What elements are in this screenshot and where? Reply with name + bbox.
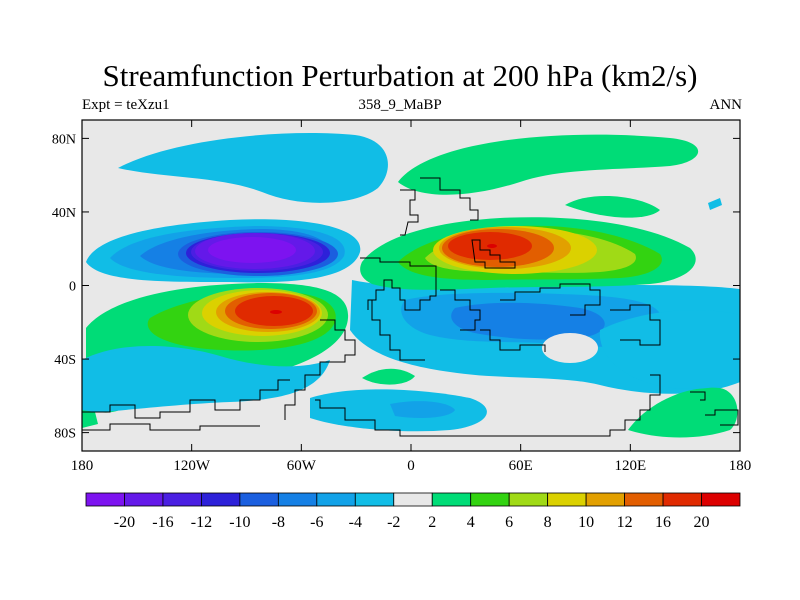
chart-title: Streamfunction Perturbation at 200 hPa (… xyxy=(102,58,698,93)
colorbar-label: 20 xyxy=(694,514,710,531)
colorbar-swatch xyxy=(354,492,395,507)
contour-south-pacific-pos xyxy=(85,283,349,413)
y-tick-label: 40N xyxy=(52,206,76,221)
x-tick-label: 60E xyxy=(509,458,533,474)
contour-central-pacific-neg xyxy=(86,219,361,283)
season-label: ANN xyxy=(709,97,743,113)
x-tick-label: 180 xyxy=(729,458,752,474)
colorbar-swatch xyxy=(585,492,625,507)
y-tick-label: 80N xyxy=(52,132,76,147)
contour-south-atlantic-pos xyxy=(362,368,415,385)
colorbar-swatch xyxy=(547,492,587,507)
colorbar-label: 12 xyxy=(617,514,633,531)
colorbar-swatch xyxy=(201,492,241,507)
contour-antarctic-pos-2 xyxy=(82,410,98,428)
colorbar-swatch xyxy=(85,492,125,507)
colorbar-swatch xyxy=(662,492,702,507)
y-tick-label: 40S xyxy=(54,353,76,368)
y-tick-label: 0 xyxy=(69,280,76,295)
contour-north-pacific-neg xyxy=(118,133,388,203)
x-tick-label: 180 xyxy=(71,458,94,474)
experiment-label: Expt = teXzu1 xyxy=(82,97,170,113)
colorbar: -20 -16 -12 -10 -8 -6 -4 -2 2 4 6 8 10 12 16 20 xyxy=(85,492,741,531)
colorbar-label: -2 xyxy=(387,514,400,531)
y-tick-label: 80S xyxy=(54,427,76,442)
contour-antarctic-pos-1 xyxy=(628,387,738,438)
colorbar-label: 2 xyxy=(428,514,436,531)
colorbar-label: 8 xyxy=(544,514,552,531)
colorbar-swatch xyxy=(316,492,356,507)
continent-outlines xyxy=(82,177,740,437)
x-tick-label: 120W xyxy=(173,458,211,474)
contour-eurasia-pos xyxy=(398,134,699,195)
colorbar-label: 10 xyxy=(578,514,594,531)
colorbar-label: -16 xyxy=(152,514,173,531)
colorbar-swatch xyxy=(701,492,741,507)
x-tick-label: 0 xyxy=(407,458,415,474)
colorbar-label: 4 xyxy=(467,514,475,531)
colorbar-label: -4 xyxy=(349,514,362,531)
contour-asia-pos xyxy=(360,217,696,290)
case-label: 358_9_MaBP xyxy=(358,97,442,113)
x-tick-label: 60W xyxy=(287,458,317,474)
colorbar-label: -12 xyxy=(191,514,212,531)
colorbar-label: -20 xyxy=(114,514,135,531)
colorbar-swatch xyxy=(124,492,164,507)
colorbar-label: 16 xyxy=(655,514,671,531)
contour-south-pacific-neg xyxy=(82,346,330,412)
colorbar-label: -10 xyxy=(229,514,250,531)
contour-west-pacific-neg xyxy=(708,198,722,210)
contour-field xyxy=(82,120,740,451)
colorbar-swatch xyxy=(470,492,510,507)
colorbar-swatch xyxy=(508,492,549,507)
colorbar-swatch xyxy=(431,492,472,507)
contour-southern-ocean-neg-core xyxy=(390,401,455,418)
colorbar-label: 6 xyxy=(505,514,513,531)
contour-east-asia-pos xyxy=(565,195,660,218)
colorbar-swatch xyxy=(277,492,318,507)
colorbar-swatch xyxy=(239,492,279,507)
axes: 180 120W 60W 0 60E 120E 180 80N 40N 0 40S 80S xyxy=(52,120,751,474)
colorbar-swatch xyxy=(393,492,433,507)
contour-north-america-pos xyxy=(361,260,388,278)
colorbar-label: -8 xyxy=(272,514,285,531)
x-tick-label: 120E xyxy=(614,458,646,474)
colorbar-swatch xyxy=(162,492,202,507)
contour-south-indian-neg xyxy=(599,310,740,389)
contour-south-africa-hole xyxy=(542,333,598,363)
colorbar-swatch xyxy=(624,492,664,507)
colorbar-label: -6 xyxy=(310,514,323,531)
